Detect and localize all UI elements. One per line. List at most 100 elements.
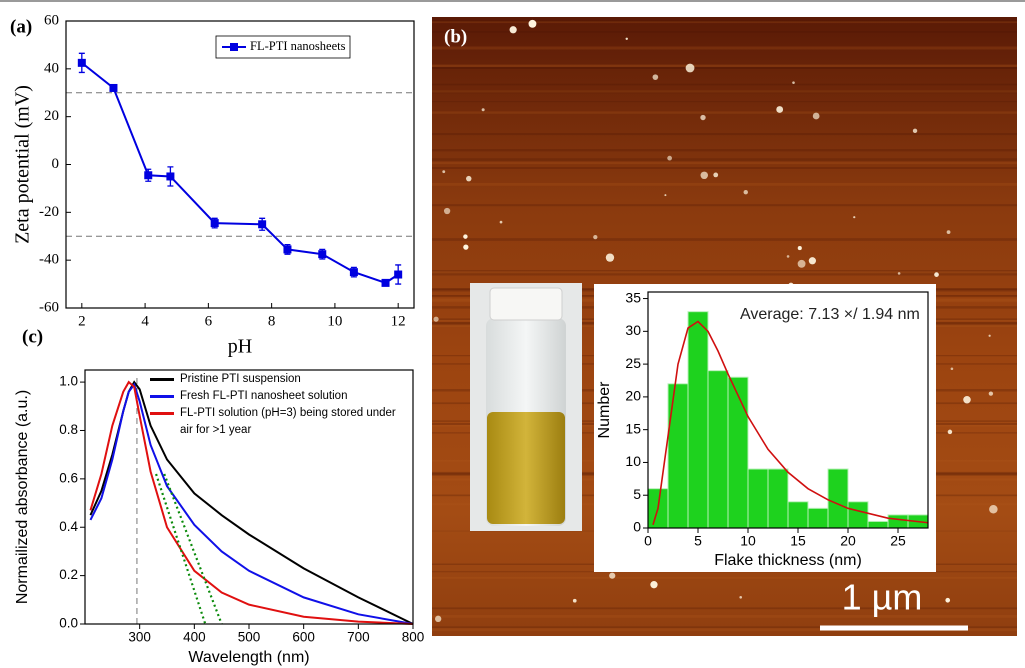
- afm-particle: [948, 430, 953, 435]
- y-tick-label: 60: [44, 12, 59, 28]
- y-axis-label: Number: [596, 381, 613, 439]
- panel-label: (b): [444, 26, 467, 47]
- afm-particle: [442, 170, 445, 173]
- afm-particle: [798, 260, 806, 268]
- vial-cap: [490, 288, 562, 320]
- y-tick-label: 10: [625, 453, 641, 469]
- afm-particle: [989, 335, 991, 337]
- histogram-bar: [868, 521, 888, 528]
- afm-particle: [813, 113, 820, 120]
- vial-liquid: [487, 412, 565, 524]
- x-tick-label: 500: [238, 630, 261, 645]
- histogram-bar: [748, 469, 768, 528]
- afm-particle: [963, 396, 971, 404]
- y-tick-label: 0.2: [59, 567, 78, 582]
- afm-particle: [573, 599, 577, 603]
- legend-label: FL-PTI solution (pH=3) being stored unde…: [180, 405, 405, 439]
- y-tick-label: 1.0: [59, 374, 78, 389]
- x-tick-label: 5: [694, 533, 702, 549]
- afm-particle: [798, 246, 802, 250]
- y-tick-label: 0.4: [59, 519, 78, 534]
- histogram-bar: [788, 502, 808, 528]
- y-axis-label: Normailized absorbance (a.u.): [14, 390, 31, 604]
- afm-particle: [989, 505, 998, 514]
- afm-particle: [776, 106, 783, 113]
- series-line: [82, 63, 398, 283]
- x-tick-label: 8: [268, 313, 276, 329]
- y-tick-label: 15: [625, 420, 641, 436]
- histogram-bar: [768, 469, 788, 528]
- y-tick-label: 40: [44, 60, 59, 76]
- afm-particle: [739, 596, 742, 599]
- data-point: [394, 271, 402, 279]
- afm-particle: [989, 391, 993, 395]
- legend-box: Pristine PTI suspensionFresh FL-PTI nano…: [150, 371, 410, 439]
- legend-swatch: [150, 395, 174, 398]
- afm-particle: [606, 253, 614, 261]
- x-axis-label: Wavelength (nm): [188, 649, 309, 666]
- x-tick-label: 12: [391, 313, 406, 329]
- histogram-bar: [728, 377, 748, 528]
- afm-particle: [667, 156, 672, 161]
- afm-particle: [951, 367, 954, 370]
- afm-particle: [913, 129, 917, 133]
- x-tick-label: 6: [205, 313, 213, 329]
- y-tick-label: 20: [44, 108, 59, 124]
- legend-swatch: [150, 378, 174, 381]
- y-tick-label: 5: [633, 486, 641, 502]
- x-tick-label: 25: [890, 533, 906, 549]
- afm-particle: [510, 26, 517, 33]
- data-point: [78, 59, 86, 67]
- data-point: [350, 268, 358, 276]
- afm-particle: [433, 317, 438, 322]
- y-tick-label: 0.6: [59, 470, 78, 485]
- afm-particle: [898, 272, 901, 275]
- data-point: [211, 219, 219, 227]
- histogram-bar: [688, 312, 708, 528]
- legend-swatch: [150, 412, 174, 415]
- afm-particle: [593, 235, 597, 239]
- afm-particle: [853, 216, 855, 218]
- x-tick-label: 2: [78, 313, 86, 329]
- x-tick-label: 20: [840, 533, 856, 549]
- inset-background: [594, 284, 936, 572]
- afm-particle: [947, 230, 951, 234]
- legend-entry: Pristine PTI suspension: [150, 371, 410, 388]
- y-tick-label: -60: [39, 299, 59, 315]
- histogram-bar: [828, 469, 848, 528]
- x-axis-label: Flake thickness (nm): [714, 552, 862, 569]
- afm-particle: [500, 221, 503, 224]
- y-tick-label: 0: [52, 156, 60, 172]
- afm-particle: [700, 115, 705, 120]
- y-tick-label: 0.0: [59, 616, 78, 631]
- afm-particle: [787, 255, 790, 258]
- y-tick-label: 0.8: [59, 422, 78, 437]
- data-point: [283, 245, 291, 253]
- histogram-bar: [668, 384, 688, 528]
- x-tick-label: 10: [740, 533, 756, 549]
- y-tick-label: 25: [625, 355, 641, 371]
- legend-entry: Fresh FL-PTI nanosheet solution: [150, 388, 410, 405]
- x-tick-label: 15: [790, 533, 806, 549]
- y-tick-label: 35: [625, 289, 641, 305]
- afm-particle: [686, 64, 695, 73]
- afm-particle: [809, 257, 816, 264]
- afm-particle: [701, 172, 708, 179]
- afm-particle: [435, 616, 441, 622]
- x-tick-label: 4: [141, 313, 149, 329]
- afm-particle: [466, 176, 471, 181]
- panel-label: (a): [10, 16, 32, 37]
- data-point: [382, 279, 390, 287]
- legend-marker: [230, 43, 238, 51]
- afm-particle: [609, 573, 615, 579]
- x-tick-label: 400: [183, 630, 206, 645]
- afm-particle: [744, 190, 748, 194]
- scale-bar-label: 1 µm: [842, 577, 923, 618]
- data-point: [258, 220, 266, 228]
- annotation: Average: 7.13 ×/ 1.94 nm: [740, 306, 920, 323]
- afm-particle: [482, 108, 485, 111]
- x-tick-label: 800: [402, 630, 425, 645]
- histogram-bar: [708, 371, 728, 528]
- legend-entry: FL-PTI solution (pH=3) being stored unde…: [150, 405, 410, 439]
